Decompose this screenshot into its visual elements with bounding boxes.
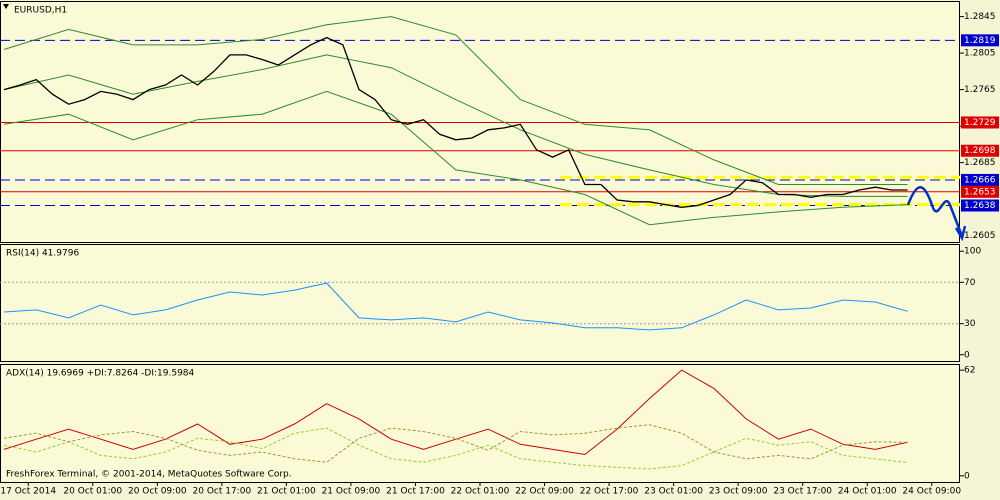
forecast-arrowhead (954, 225, 967, 242)
x-tick-label: 24 Oct 09:00 (902, 487, 961, 497)
x-tick-label: 21 Oct 17:00 (386, 487, 445, 497)
price-title: EURUSD,H1 (14, 6, 67, 16)
y-tick-label: 1.2765 (964, 85, 996, 95)
level-label: 1.2638 (964, 201, 996, 211)
x-tick-label: 20 Oct 17:00 (193, 487, 252, 497)
x-tick-label: 17 Oct 2014 (0, 487, 56, 497)
forecast-arrow (906, 186, 964, 237)
rsi-panel (0, 244, 960, 362)
y-tick-label: 0 (964, 471, 970, 481)
x-tick-label: 22 Oct 17:00 (580, 487, 639, 497)
menu-arrow[interactable] (3, 4, 9, 9)
band-upper (3, 16, 908, 185)
y-tick-label: 70 (964, 278, 976, 288)
y-tick-label: 0 (964, 350, 970, 360)
level-label-bg (961, 144, 999, 157)
footer: FreshForex Terminal, © 2001-2014, MetaQu… (6, 470, 292, 480)
adx-panel (0, 364, 960, 483)
y-tick-label: 1.2845 (964, 12, 996, 22)
y-tick-label: 1.2685 (964, 158, 996, 168)
series-line (3, 282, 908, 331)
x-tick-label: 23 Oct 01:00 (644, 487, 703, 497)
series-line (3, 369, 908, 456)
x-tick-label: 20 Oct 01:00 (63, 487, 122, 497)
series-line (3, 424, 908, 463)
level-label: 1.2666 (964, 175, 996, 185)
x-tick-label: 21 Oct 01:00 (257, 487, 316, 497)
x-tick-label: 23 Oct 09:00 (709, 487, 768, 497)
level-label: 1.2729 (964, 118, 996, 128)
x-tick-label: 22 Oct 01:00 (451, 487, 510, 497)
y-tick-label: 1.2605 (964, 231, 996, 241)
x-tick-label: 22 Oct 09:00 (515, 487, 574, 497)
level-label-bg (961, 173, 999, 186)
x-tick-label: 21 Oct 09:00 (322, 487, 381, 497)
level-label: 1.2819 (964, 36, 996, 46)
x-tick-label: 24 Oct 01:00 (838, 487, 897, 497)
adx-title: ADX(14) 19.6969 +DI:7.8264 -DI:19.5984 (6, 369, 195, 379)
y-tick-label: 30 (964, 319, 976, 329)
y-tick-label: 100 (964, 247, 981, 257)
level-label-bg (961, 34, 999, 47)
series-line (3, 36, 908, 208)
band-middle (3, 54, 908, 197)
x-tick-label: 20 Oct 09:00 (128, 487, 187, 497)
level-label-bg (961, 185, 999, 198)
level-label-bg (961, 116, 999, 129)
series-line (3, 427, 908, 470)
x-tick-label: 23 Oct 17:00 (773, 487, 832, 497)
level-label-bg (961, 199, 999, 212)
y-tick-label: 1.2805 (964, 49, 996, 59)
level-label: 1.2698 (964, 146, 996, 156)
level-label: 1.2653 (964, 187, 996, 197)
band-lower (3, 90, 908, 226)
y-tick-label: 62 (964, 366, 975, 376)
rsi-title: RSI(14) 41.9796 (6, 249, 79, 259)
